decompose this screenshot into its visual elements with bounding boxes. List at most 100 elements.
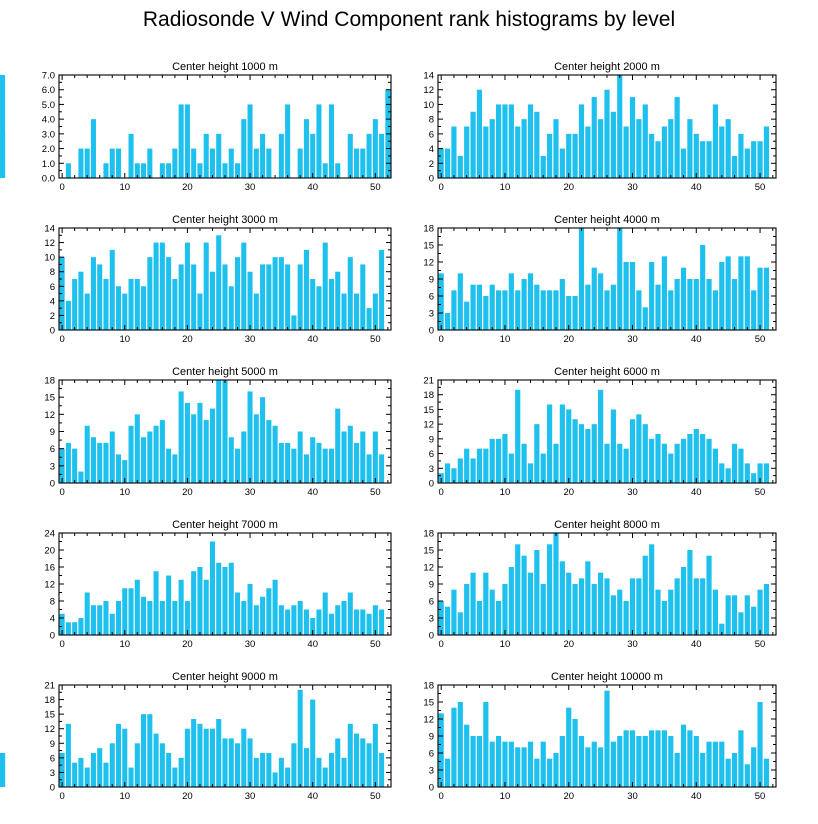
bar [585, 561, 591, 635]
bar [141, 163, 147, 178]
y-tick-label: 10 [423, 100, 434, 111]
panel-title: Center height 5000 m [172, 366, 278, 378]
bar [297, 689, 303, 787]
bar [738, 133, 744, 178]
y-tick-label: 18 [44, 695, 55, 706]
bar [341, 431, 347, 483]
bar [731, 443, 738, 483]
bar [476, 736, 483, 787]
y-tick-label: 8 [429, 115, 434, 126]
bar [115, 454, 122, 483]
bar [661, 601, 667, 635]
bar [84, 293, 90, 330]
y-tick-label: 12 [423, 563, 434, 574]
bar [719, 262, 725, 330]
bar [521, 443, 527, 483]
bar [636, 736, 642, 787]
bar [322, 592, 328, 635]
bar [706, 438, 712, 483]
bar [457, 702, 463, 787]
bar [272, 257, 278, 330]
bar [744, 764, 750, 787]
chart-panel-5: 0 3 6 9 12 15 18 21 0 10 20 30 40 50 Center height 600… [423, 366, 777, 498]
bar [470, 458, 476, 483]
bar [235, 592, 241, 635]
bar [687, 730, 693, 787]
bar [674, 753, 680, 787]
bar [623, 601, 629, 635]
bar [316, 104, 322, 178]
bar [297, 601, 303, 635]
bar [291, 315, 297, 330]
y-tick-label: 8 [50, 267, 55, 278]
bar [751, 747, 757, 787]
bar [184, 728, 190, 787]
bar [559, 148, 565, 178]
x-tick-label: 10 [119, 639, 130, 650]
x-tick-label: 40 [691, 182, 702, 193]
panel-title: Center height 6000 m [554, 366, 660, 378]
bar [457, 612, 463, 635]
x-tick-label: 0 [439, 791, 444, 802]
bar [209, 271, 215, 330]
bar [464, 724, 470, 787]
bar [78, 757, 84, 787]
bar [489, 284, 495, 330]
bar [591, 424, 597, 483]
bar [604, 578, 610, 635]
x-tick-label: 20 [182, 334, 193, 345]
y-tick-label: 16 [44, 563, 55, 574]
bar [203, 242, 209, 330]
bar [578, 578, 585, 635]
bar [172, 601, 178, 635]
bar [738, 612, 744, 635]
bar [553, 119, 559, 178]
bar [540, 155, 546, 178]
bar [147, 601, 153, 635]
bar [649, 438, 655, 483]
bar [147, 148, 153, 178]
panel-title: Center height 8000 m [554, 519, 660, 531]
bar [534, 550, 540, 635]
bar [591, 97, 597, 178]
bar [451, 707, 457, 787]
bar [366, 613, 372, 635]
bar [278, 133, 284, 178]
bar [184, 601, 190, 635]
bar [178, 104, 184, 178]
bar [738, 256, 744, 330]
bar [521, 119, 527, 178]
bar [655, 141, 661, 178]
y-tick-label: 5.0 [42, 100, 55, 111]
bar [166, 257, 172, 330]
bar [725, 256, 731, 330]
x-tick-label: 30 [245, 487, 256, 498]
y-tick-label: 9 [50, 739, 55, 750]
y-tick-label: 18 [423, 681, 434, 692]
bar [719, 463, 725, 483]
bar [661, 256, 667, 330]
x-tick-label: 20 [563, 334, 574, 345]
bar [335, 163, 341, 178]
bar [738, 448, 744, 483]
bar [617, 75, 623, 178]
y-tick-label: 0 [50, 783, 55, 794]
bar [341, 601, 347, 635]
bar [159, 743, 165, 787]
bar [706, 279, 712, 330]
bar [674, 279, 680, 330]
bar [285, 264, 291, 330]
bar [464, 126, 470, 178]
bar [629, 419, 636, 483]
bar [655, 433, 661, 483]
bar [141, 596, 147, 635]
bar [553, 443, 559, 483]
y-tick-label: 12 [423, 85, 434, 96]
y-tick-label: 6 [429, 292, 434, 303]
panel-title: Center height 10000 m [551, 671, 663, 683]
chart-panel-6: 0 4 8 12 16 20 24 0 10 20 30 40 50 Center height 7000… [44, 519, 392, 650]
bar [153, 733, 159, 787]
bar [578, 104, 585, 178]
bar [141, 714, 147, 787]
bar [228, 738, 234, 787]
